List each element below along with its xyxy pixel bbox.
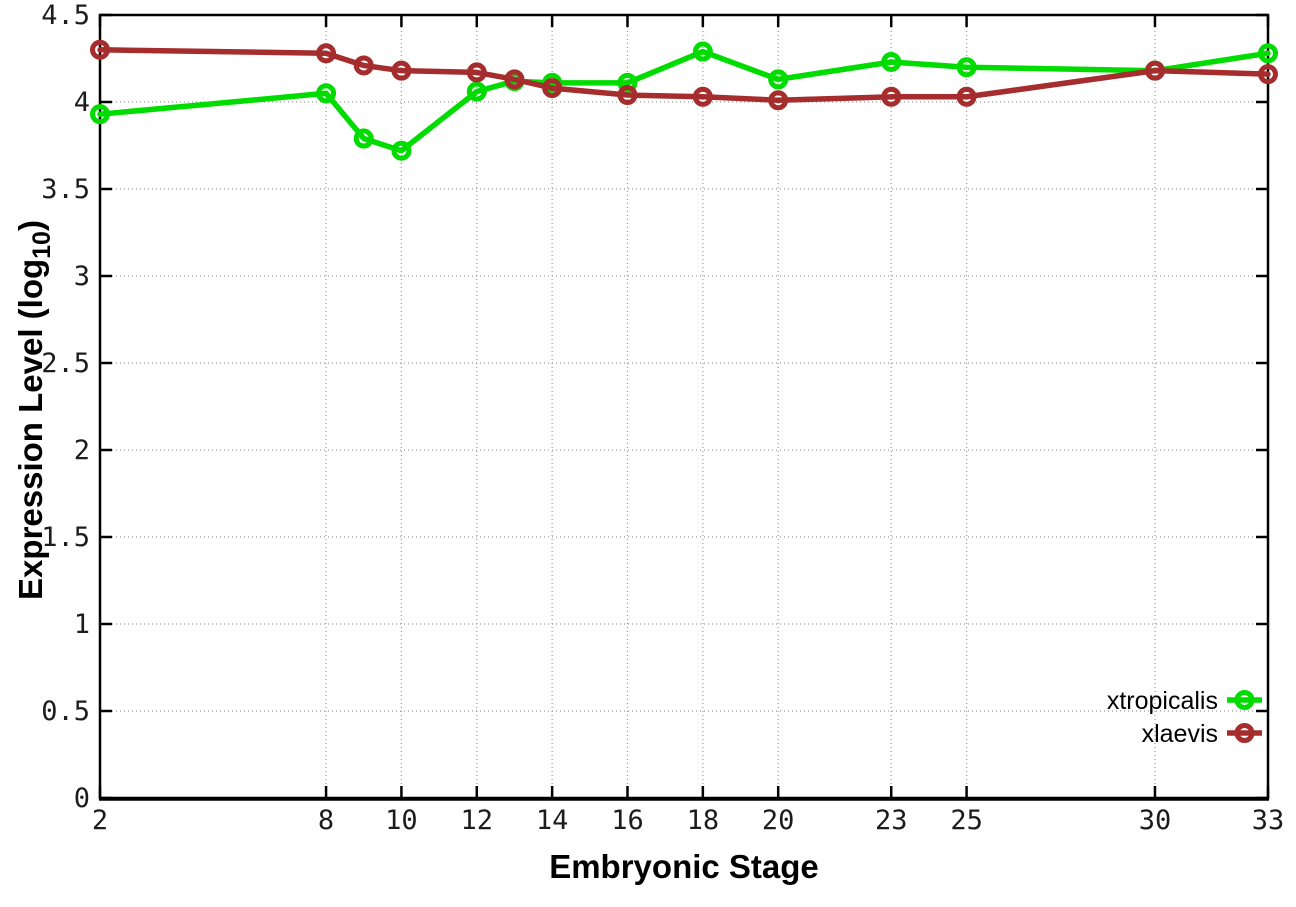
series-xtropicalis-point bbox=[391, 140, 412, 161]
legend-marker-icon bbox=[1234, 723, 1255, 743]
series-xtropicalis-point bbox=[768, 69, 789, 90]
series-xlaevis-point bbox=[466, 62, 487, 83]
tick-layer: 2 8 10 12 14 16 18 20 23 25 30 33 0 0.5 1 1.5 2 2.5 3 3.5 4 4… bbox=[41, 0, 1284, 836]
x-tick-label: 23 bbox=[875, 805, 908, 836]
y-tick-label: 1.5 bbox=[41, 522, 90, 553]
y-tick-label: 2 bbox=[74, 435, 90, 466]
series-layer bbox=[90, 39, 1278, 161]
y-axis-title: Expression Level (log10) bbox=[12, 220, 56, 600]
series-xlaevis-point bbox=[504, 69, 525, 90]
legend-row: xtropicalis bbox=[1107, 687, 1262, 715]
x-tick-label: 30 bbox=[1139, 805, 1172, 836]
series-xtropicalis-point bbox=[692, 41, 713, 62]
series-xtropicalis-point bbox=[90, 104, 110, 125]
legend-marker-icon bbox=[1234, 690, 1255, 710]
legend-row: xlaevis bbox=[1142, 720, 1262, 748]
y-tick-label: 1 bbox=[74, 609, 90, 640]
series-xlaevis-point bbox=[617, 85, 638, 106]
series-xlaevis-point bbox=[1258, 64, 1278, 85]
series-xlaevis-point bbox=[1144, 60, 1165, 81]
series-xtropicalis-point bbox=[881, 51, 902, 72]
legend-label: xlaevis bbox=[1142, 720, 1218, 748]
x-tick-label: 33 bbox=[1252, 805, 1285, 836]
grid-layer bbox=[99, 14, 1269, 799]
series-xtropicalis-point bbox=[617, 72, 638, 93]
series-xlaevis-point bbox=[90, 39, 110, 60]
x-tick-label: 10 bbox=[385, 805, 418, 836]
series-xtropicalis-point bbox=[1258, 43, 1278, 64]
series-xlaevis-point bbox=[391, 60, 412, 81]
x-tick-label: 8 bbox=[318, 805, 334, 836]
series-xlaevis-point bbox=[881, 86, 902, 107]
x-axis-title: Embryonic Stage bbox=[549, 848, 819, 885]
y-tick-label: 4 bbox=[74, 87, 90, 118]
x-tick-label: 14 bbox=[536, 805, 569, 836]
x-tick-label: 12 bbox=[461, 805, 494, 836]
series-xtropicalis-point bbox=[956, 57, 977, 78]
y-tick-label: 4.5 bbox=[41, 0, 90, 31]
series-xtropicalis-point bbox=[353, 128, 374, 149]
y-tick-label: 3 bbox=[74, 261, 90, 292]
series-xtropicalis-point bbox=[466, 81, 487, 102]
series-xtropicalis-line bbox=[97, 48, 1271, 154]
x-tick-label: 25 bbox=[950, 805, 983, 836]
y-tick-label: 3.5 bbox=[41, 174, 90, 205]
x-tick-label: 20 bbox=[762, 805, 795, 836]
series-xlaevis-point bbox=[956, 86, 977, 107]
y-tick-label: 0.5 bbox=[41, 696, 90, 727]
y-tick-label: 2.5 bbox=[41, 348, 90, 379]
series-xlaevis-point bbox=[542, 78, 563, 99]
plot-border bbox=[98, 13, 1270, 800]
series-xtropicalis-point bbox=[316, 83, 337, 104]
x-tick-label: 18 bbox=[687, 805, 720, 836]
legend: xtropicalis xlaevis bbox=[1107, 687, 1262, 748]
legend-label: xtropicalis bbox=[1107, 687, 1218, 715]
series-xlaevis-point bbox=[768, 90, 789, 111]
series-xlaevis-point bbox=[316, 43, 337, 64]
y-tick-label: 0 bbox=[74, 783, 90, 814]
plot-border-layer bbox=[98, 13, 1270, 801]
series-xlaevis-point bbox=[692, 86, 713, 107]
x-tick-label: 16 bbox=[611, 805, 644, 836]
series-xlaevis-point bbox=[353, 55, 374, 76]
x-tick-label: 2 bbox=[92, 805, 108, 836]
